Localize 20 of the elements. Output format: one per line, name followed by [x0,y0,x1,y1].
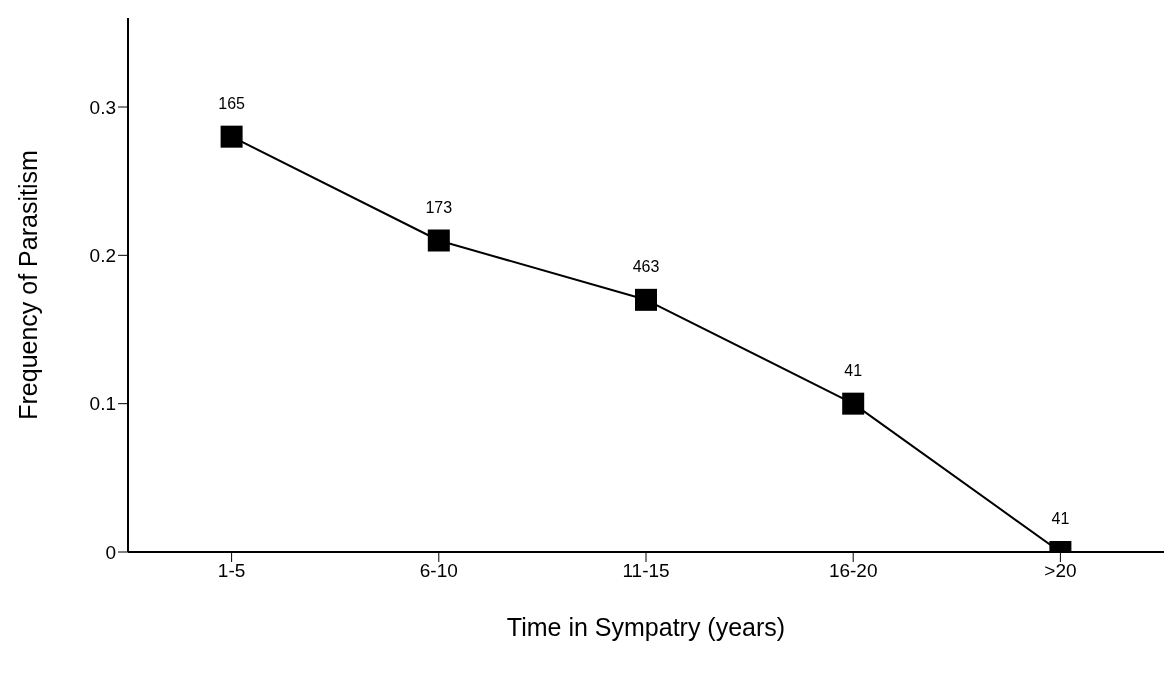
annotation: 41 [1051,510,1070,527]
x-tick-label: 1-5 [217,560,246,582]
point [842,392,865,415]
annotation: 463 [632,257,660,275]
y-tick-label: 0.2 [89,245,116,267]
y-axis-title: Frequency of Parasitism [13,150,42,420]
y-tick-label: 0 [105,541,116,563]
annotation: 173 [425,198,453,216]
x-tick-label: 6-10 [419,560,458,582]
point [427,229,450,252]
x-tick-label: 11-15 [622,560,670,582]
x-axis-title: Time in Sympatry (years) [506,613,786,641]
annotation: 41 [844,361,863,379]
point [635,288,657,311]
x-tick-label: 16-20 [828,560,878,582]
y-tick-label: 0.3 [89,96,116,118]
y-tick-label: 0.1 [89,393,116,415]
annotation: 165 [218,94,246,112]
x-tick-label: >20 [1044,560,1077,582]
point [220,125,243,148]
